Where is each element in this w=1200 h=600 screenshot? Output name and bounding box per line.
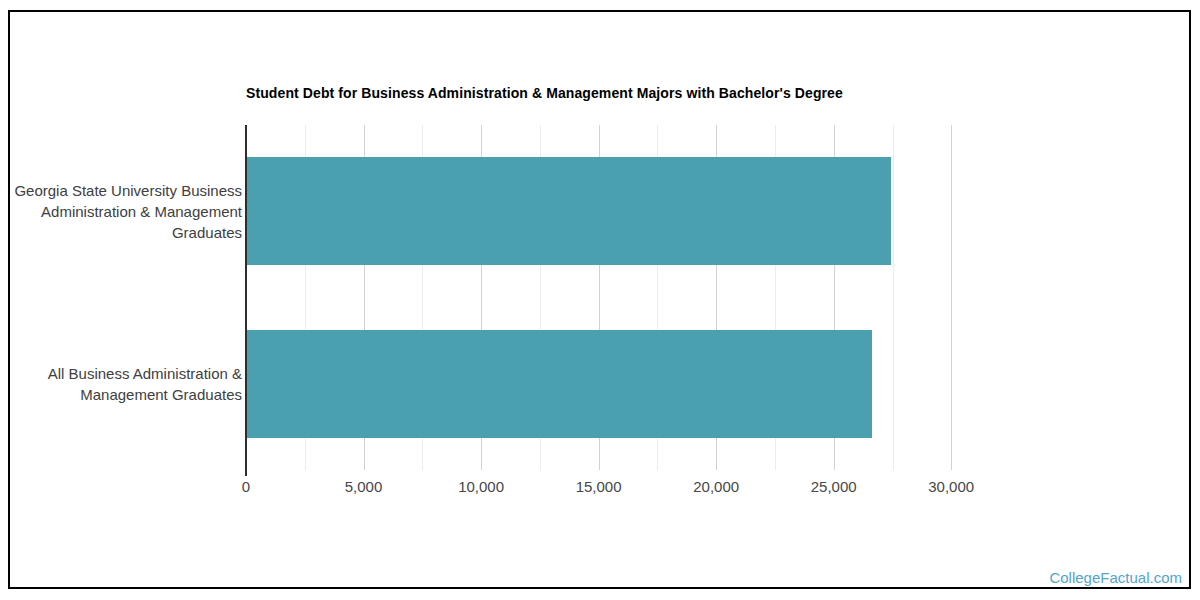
x-tick-label: 5,000 [345, 478, 383, 495]
x-tick-label: 0 [242, 478, 250, 495]
x-tick-label: 10,000 [458, 478, 504, 495]
x-tick-label: 30,000 [928, 478, 974, 495]
watermark-link[interactable]: CollegeFactual.com [1049, 569, 1182, 586]
plot-area [246, 125, 1010, 470]
x-tick-label: 15,000 [576, 478, 622, 495]
minor-gridline [893, 125, 894, 470]
category-label-0: Georgia State University Business Admini… [10, 125, 242, 298]
x-tick-label: 20,000 [693, 478, 739, 495]
category-label-1: All Business Administration & Management… [10, 298, 242, 471]
chart-title: Student Debt for Business Administration… [246, 85, 843, 101]
bar-1 [247, 330, 872, 438]
major-gridline [951, 125, 952, 470]
bar-0 [247, 157, 891, 265]
x-tick-label: 25,000 [811, 478, 857, 495]
